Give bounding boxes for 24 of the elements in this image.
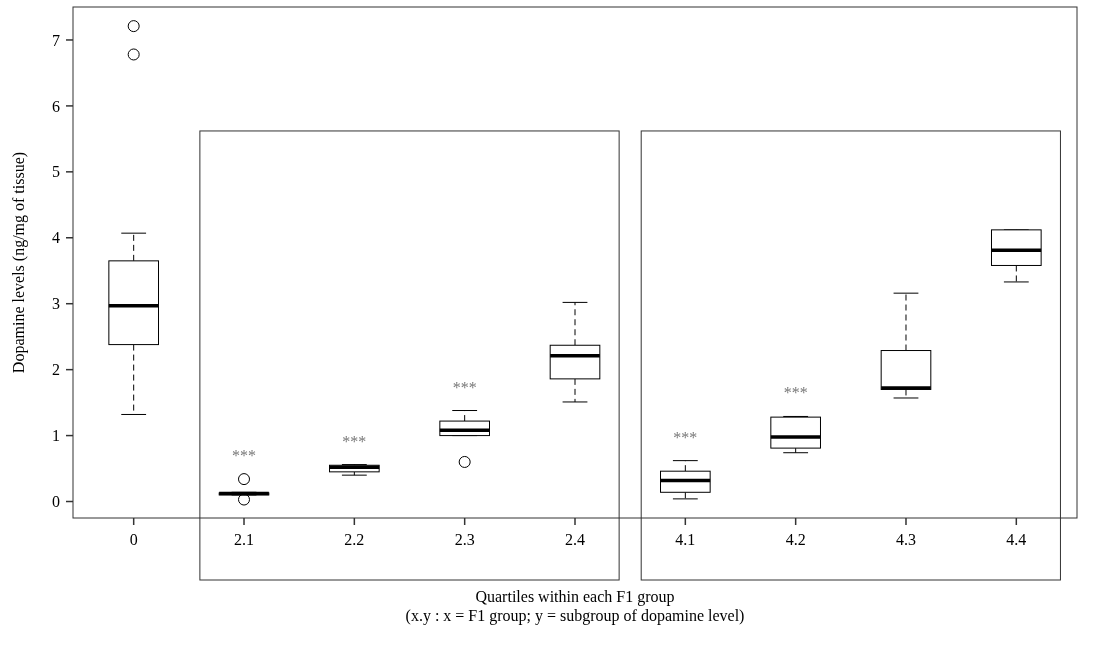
annotation: ***	[673, 428, 698, 446]
x-tick-label: 2.3	[454, 531, 475, 548]
x-tick-label: 4.1	[675, 531, 696, 548]
x-axis-title: Quartiles within each F1 group (x.y : x = F1 group; y = subgroup of dopamine level)	[405, 588, 745, 625]
y-axis-title: Dopamine levels (ng/mg of tissue)	[10, 151, 28, 374]
x-tick-label: 4.3	[895, 531, 916, 548]
x-tick-label: 2.2	[344, 531, 365, 548]
y-tick-label: 7	[52, 31, 60, 49]
y-tick-label: 4	[52, 229, 60, 247]
y-tick-label: 0	[52, 493, 60, 511]
y-tick-label: 1	[52, 427, 60, 445]
annotation: ***	[452, 378, 477, 396]
x-tick-label: 4.2	[785, 531, 806, 548]
x-tick-label: 2.1	[234, 531, 255, 548]
x-tick-label: 4.4	[1006, 531, 1027, 548]
annotation: ***	[783, 384, 808, 402]
y-tick-label: 3	[52, 295, 60, 313]
y-tick-label: 6	[52, 97, 60, 115]
y-tick-label: 5	[52, 163, 60, 181]
x-tick-label: 2.4	[565, 531, 585, 548]
annotation: ***	[342, 432, 367, 450]
x-tick-label: 0	[129, 531, 138, 548]
annotation: ***	[232, 447, 257, 465]
y-tick-label: 2	[52, 361, 60, 379]
